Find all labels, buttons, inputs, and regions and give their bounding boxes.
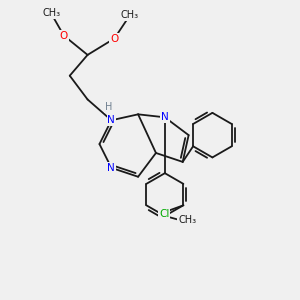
Text: N: N <box>107 115 115 125</box>
Text: methyl: methyl <box>47 11 52 12</box>
Text: methoxy: methoxy <box>47 12 54 13</box>
Text: Cl: Cl <box>159 208 169 219</box>
Text: N: N <box>161 112 169 122</box>
Text: CH₃: CH₃ <box>120 10 138 20</box>
Text: O: O <box>110 34 118 44</box>
Text: CH₃: CH₃ <box>43 8 61 18</box>
Text: N: N <box>107 163 115 173</box>
Text: H: H <box>105 102 112 112</box>
Text: CH₃: CH₃ <box>178 215 196 225</box>
Text: O: O <box>60 31 68 40</box>
